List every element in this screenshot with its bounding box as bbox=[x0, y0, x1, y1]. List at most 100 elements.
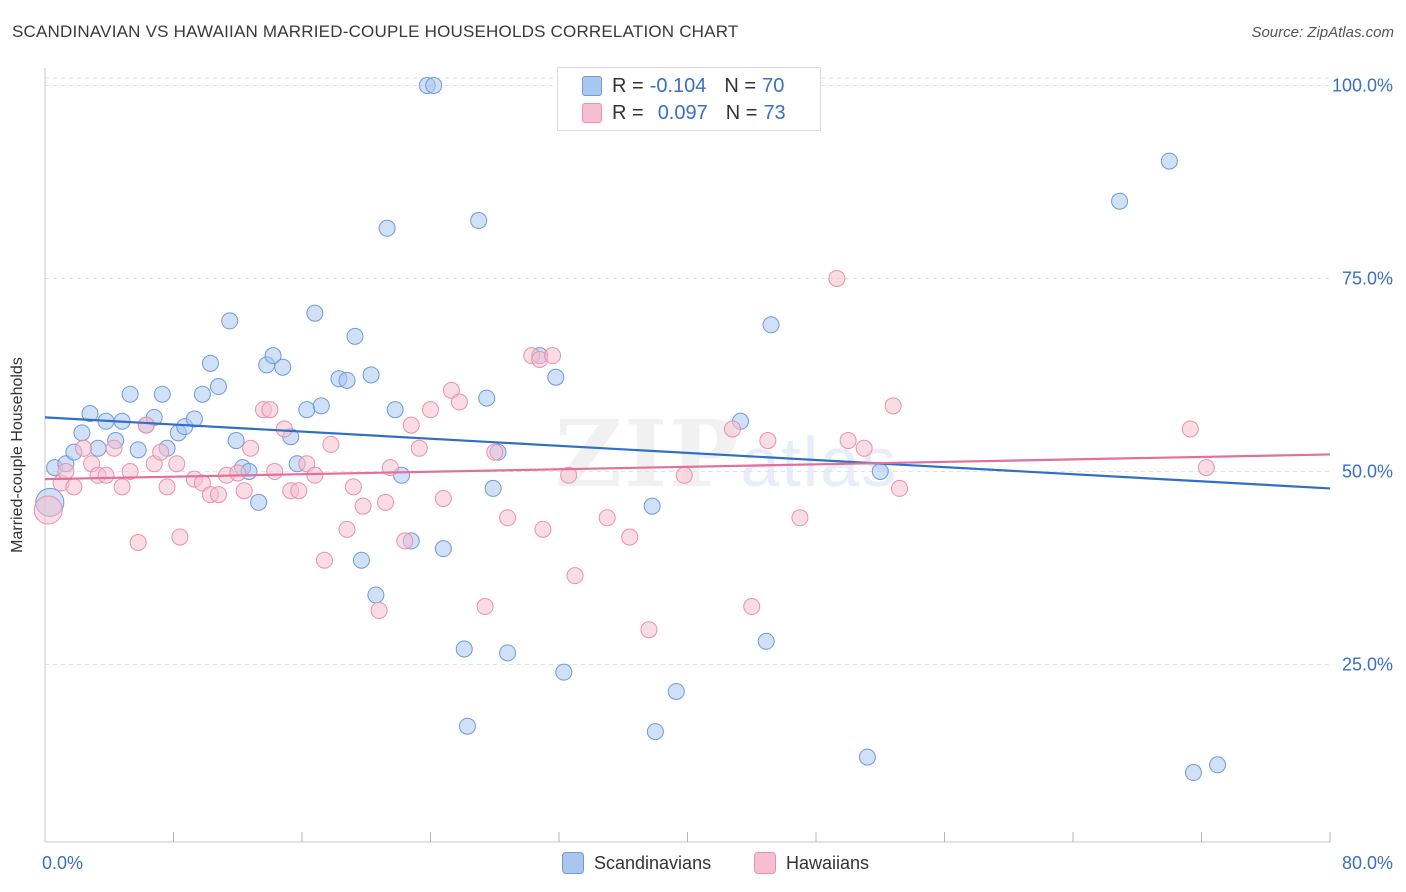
legend-swatch-blue bbox=[562, 852, 584, 874]
scandinavian-point bbox=[499, 644, 517, 662]
scandinavian-point bbox=[346, 327, 364, 345]
hawaiian-point bbox=[434, 489, 452, 507]
hawaiian-point bbox=[486, 443, 504, 461]
x-tick-label: 80.0% bbox=[1342, 853, 1393, 873]
hawaiian-point bbox=[410, 439, 428, 457]
scandinavian-point bbox=[643, 497, 661, 515]
legend-n-value: 70 bbox=[762, 74, 785, 97]
y-tick-label: 50.0% bbox=[1342, 461, 1393, 481]
hawaiian-point bbox=[759, 432, 777, 450]
hawaiian-point bbox=[168, 455, 186, 473]
hawaiian-point bbox=[891, 479, 909, 497]
scandinavian-trend-line bbox=[44, 416, 1331, 490]
hawaiian-point bbox=[560, 466, 578, 484]
hawaiian-point bbox=[344, 478, 362, 496]
hawaiian-point bbox=[1197, 459, 1215, 477]
scandinavian-point bbox=[89, 439, 107, 457]
scandinavian-point bbox=[555, 663, 573, 681]
scandinavian-point bbox=[478, 389, 496, 407]
chart-title: SCANDINAVIAN VS HAWAIIAN MARRIED-COUPLE … bbox=[12, 22, 739, 41]
hawaiian-point bbox=[152, 443, 170, 461]
scandinavian-point bbox=[298, 401, 316, 419]
scandinavian-point bbox=[201, 354, 219, 372]
hawaiian-point bbox=[261, 401, 279, 419]
hawaiian-point bbox=[534, 520, 552, 538]
hawaiian-point bbox=[75, 439, 93, 457]
hawaiian-point bbox=[499, 509, 517, 527]
hawaiian-point bbox=[171, 528, 189, 546]
hawaiian-point bbox=[97, 466, 115, 484]
hawaiian-point bbox=[370, 601, 388, 619]
scandinavian-point bbox=[274, 358, 292, 376]
hawaiian-point bbox=[884, 397, 902, 415]
scandinavian-point bbox=[312, 397, 330, 415]
hawaiian-point bbox=[121, 462, 139, 480]
legend-r-value: -0.104 bbox=[649, 74, 707, 97]
x-tick-label: 0.0% bbox=[42, 853, 83, 873]
hawaiian-point bbox=[723, 420, 741, 438]
hawaiian-point bbox=[275, 420, 293, 438]
legend-swatch-pink bbox=[582, 103, 602, 123]
legend-item-scandinavians: Scandinavians bbox=[562, 852, 711, 874]
hawaiian-point bbox=[354, 497, 372, 515]
scandinavian-point bbox=[264, 347, 282, 365]
scandinavian-point bbox=[386, 401, 404, 419]
hawaiian-point bbox=[298, 455, 316, 473]
hawaiian-point bbox=[476, 598, 494, 616]
legend-row-hawaiians: R = 0.097 N = 73 bbox=[582, 101, 786, 125]
hawaiian-point bbox=[57, 462, 75, 480]
scandinavian-point bbox=[1160, 152, 1178, 170]
scandinavian-point bbox=[81, 405, 99, 423]
scandinavian-point bbox=[306, 304, 324, 322]
hawaiian-point bbox=[422, 401, 439, 419]
legend-label-scandinavians: Scandinavians bbox=[594, 852, 712, 873]
scandinavian-point bbox=[352, 551, 370, 569]
scandinavian-point bbox=[667, 682, 685, 700]
scandinavian-point bbox=[425, 76, 443, 94]
hawaiian-point bbox=[209, 486, 227, 504]
correlation-legend: R = -0.104 N = 70 R = 0.097 N = 73 bbox=[557, 67, 821, 131]
hawaiian-point bbox=[137, 416, 155, 434]
hawaiian-point bbox=[242, 439, 260, 457]
hawaiian-point bbox=[315, 551, 333, 569]
scandinavian-point bbox=[73, 424, 91, 442]
hawaiian-point bbox=[544, 347, 562, 365]
hawaiian-point bbox=[450, 393, 468, 411]
scandinavian-point bbox=[484, 479, 502, 497]
legend-swatch-blue bbox=[582, 76, 602, 96]
scandinavian-point bbox=[250, 493, 268, 511]
legend-r-value: 0.097 bbox=[657, 101, 708, 124]
hawaiian-point bbox=[675, 466, 693, 484]
hawaiian-point bbox=[290, 482, 308, 500]
legend-r-label: R = bbox=[612, 101, 644, 124]
hawaiian-point bbox=[65, 478, 83, 496]
scandinavian-point bbox=[338, 371, 356, 389]
hawaiian-trend-line bbox=[44, 453, 1331, 481]
hawaiian-point bbox=[839, 432, 857, 450]
scandinavian-point bbox=[1209, 756, 1227, 774]
scandinavian-point bbox=[209, 378, 227, 396]
scandinavian-point bbox=[221, 312, 239, 330]
scandinavian-point bbox=[378, 219, 396, 237]
hawaiian-point bbox=[791, 509, 809, 527]
hawaiian-point bbox=[306, 466, 324, 484]
legend-n-value: 73 bbox=[763, 101, 786, 124]
legend-n-label: N = bbox=[724, 74, 757, 97]
hawaiian-point bbox=[266, 462, 284, 480]
hawaiian-point bbox=[229, 464, 247, 482]
y-tick-label: 100.0% bbox=[1332, 75, 1393, 95]
hawaiian-point bbox=[235, 482, 253, 500]
scandinavian-point bbox=[455, 640, 473, 658]
legend-item-hawaiians: Hawaiians bbox=[754, 852, 869, 874]
scandinavian-point bbox=[153, 385, 171, 403]
scandinavian-point bbox=[434, 540, 452, 558]
scandinavian-point bbox=[757, 632, 775, 650]
hawaiian-point bbox=[743, 598, 761, 616]
scandinavian-point bbox=[646, 723, 664, 741]
hawaiian-point bbox=[621, 528, 639, 546]
scandinavian-point bbox=[362, 366, 380, 384]
scandinavian-point bbox=[871, 462, 889, 480]
hawaiian-point bbox=[855, 439, 873, 457]
hawaiian-point bbox=[640, 621, 658, 639]
legend-row-scandinavians: R = -0.104 N = 70 bbox=[582, 74, 785, 98]
